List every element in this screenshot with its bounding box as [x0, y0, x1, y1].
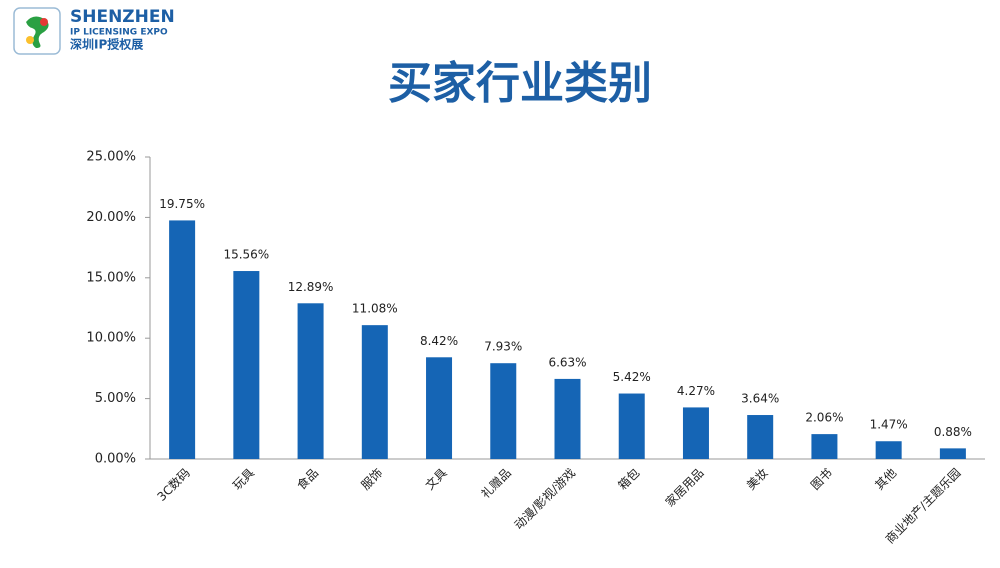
logo-subtitle: IP LICENSING EXPO — [70, 28, 168, 38]
x-tick-label: 服饰 — [359, 466, 386, 493]
value-label: 4.27% — [677, 384, 715, 398]
value-label: 2.06% — [805, 411, 843, 425]
value-label: 0.88% — [934, 425, 972, 439]
bar — [297, 303, 324, 459]
y-tick-label: 5.00% — [95, 391, 136, 406]
bar — [618, 393, 645, 459]
chart-title: 买家行业类别 — [388, 58, 652, 109]
value-label: 19.75% — [159, 197, 205, 211]
bar — [361, 325, 388, 459]
value-label: 12.89% — [288, 280, 334, 294]
bar — [426, 357, 453, 459]
value-label: 1.47% — [870, 418, 908, 432]
value-label: 3.64% — [741, 392, 779, 406]
bar — [939, 448, 966, 459]
bar — [811, 434, 838, 459]
logo: SHENZHEN IP LICENSING EXPO 深圳IP授权展 — [13, 7, 175, 55]
bar — [682, 407, 709, 459]
value-label: 15.56% — [223, 248, 269, 262]
x-tick-label: 文具 — [422, 465, 450, 493]
x-tick-label: 食品 — [294, 465, 322, 493]
x-tick-label: 美妆 — [744, 466, 771, 493]
logo-frame — [13, 7, 61, 55]
logo-dot — [40, 18, 48, 26]
bar — [554, 378, 581, 459]
value-label: 5.42% — [613, 370, 651, 384]
x-tick-label: 礼赠品 — [478, 465, 514, 501]
bar — [169, 220, 196, 459]
x-tick-label: 玩具 — [230, 466, 257, 493]
value-label: 6.63% — [548, 355, 586, 369]
x-tick-label: 其他 — [872, 466, 899, 493]
y-tick-label: 25.00% — [86, 150, 136, 165]
logo-chinese: 深圳IP授权展 — [70, 37, 143, 52]
y-tick-label: 15.00% — [86, 270, 136, 285]
bar — [233, 271, 260, 459]
y-tick-label: 0.00% — [95, 452, 136, 467]
value-label: 7.93% — [484, 340, 522, 354]
logo-dot — [26, 36, 34, 44]
bar — [490, 363, 517, 459]
x-tick-label: 图书 — [808, 466, 835, 493]
x-tick-label: 动漫/影视/游戏 — [511, 465, 578, 532]
x-tick-label: 家居用品 — [662, 465, 707, 510]
logo-name: SHENZHEN — [70, 7, 175, 27]
x-tick-label: 箱包 — [615, 465, 643, 493]
bar — [875, 441, 902, 459]
value-label: 11.08% — [352, 302, 398, 316]
bar — [747, 415, 774, 459]
y-tick-label: 20.00% — [86, 210, 136, 225]
value-label: 8.42% — [420, 334, 458, 348]
x-tick-label: 3C数码 — [154, 465, 193, 504]
y-tick-label: 10.00% — [86, 331, 136, 346]
